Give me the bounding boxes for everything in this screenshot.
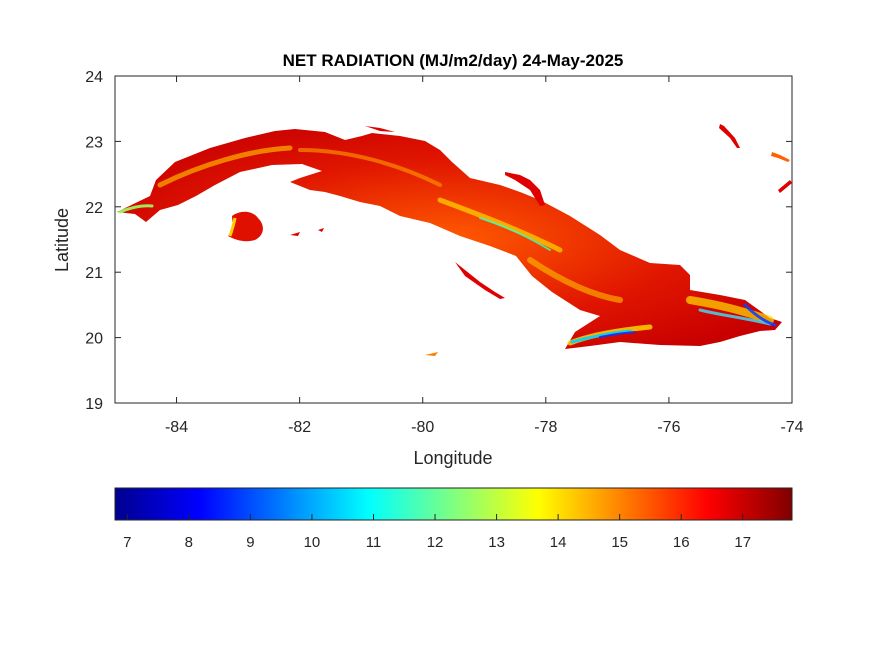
- x-tick-label: -78: [534, 419, 557, 436]
- map-axes-box: [114, 75, 793, 404]
- y-axis-ticks: 19 20 21 22 23 24: [85, 69, 792, 413]
- y-tick-label: 22: [85, 200, 103, 217]
- colorbar-tick-label: 11: [366, 534, 382, 551]
- x-tick-label: -76: [657, 419, 680, 436]
- x-tick-label: -82: [288, 419, 311, 436]
- x-axis-ticks: -84 -82 -80 -78 -76 -74: [165, 76, 804, 436]
- y-tick-label: 20: [85, 331, 103, 348]
- colorbar-ticks: 7 8 9 10 11 12 13 14 15 16 17: [123, 514, 751, 551]
- colorbar-tick-label: 17: [734, 534, 751, 551]
- colorbar-tick-label: 9: [246, 534, 254, 551]
- isle-streak: [228, 217, 237, 237]
- y-axis-label: Latitude: [52, 208, 72, 272]
- y-tick-label: 23: [85, 134, 103, 151]
- y-tick-label: 21: [85, 265, 103, 282]
- colorbar-tick-label: 15: [611, 534, 628, 551]
- value-streaks: [118, 145, 777, 346]
- colorbar-tick-label: 13: [488, 534, 505, 551]
- colorbar-tick-label: 8: [185, 534, 193, 551]
- chart-title: NET RADIATION (MJ/m2/day) 24-May-2025: [283, 51, 624, 70]
- colorbar: [114, 487, 793, 521]
- colorbar-tick-label: 12: [427, 534, 444, 551]
- colorbar-tick-label: 16: [673, 534, 690, 551]
- colorbar-tick-label: 10: [304, 534, 321, 551]
- x-tick-label: -74: [780, 419, 803, 436]
- colorbar-tick-label: 14: [550, 534, 567, 551]
- cuba-main-island: [117, 129, 782, 349]
- x-tick-label: -80: [411, 419, 434, 436]
- y-tick-label: 24: [85, 69, 103, 86]
- x-tick-label: -84: [165, 419, 188, 436]
- x-axis-label: Longitude: [413, 448, 492, 468]
- isle-of-youth: [228, 211, 263, 242]
- y-tick-label: 19: [85, 396, 103, 413]
- map-plot-area: [117, 124, 792, 356]
- colorbar-tick-label: 7: [123, 534, 131, 551]
- small-keys: [290, 124, 792, 356]
